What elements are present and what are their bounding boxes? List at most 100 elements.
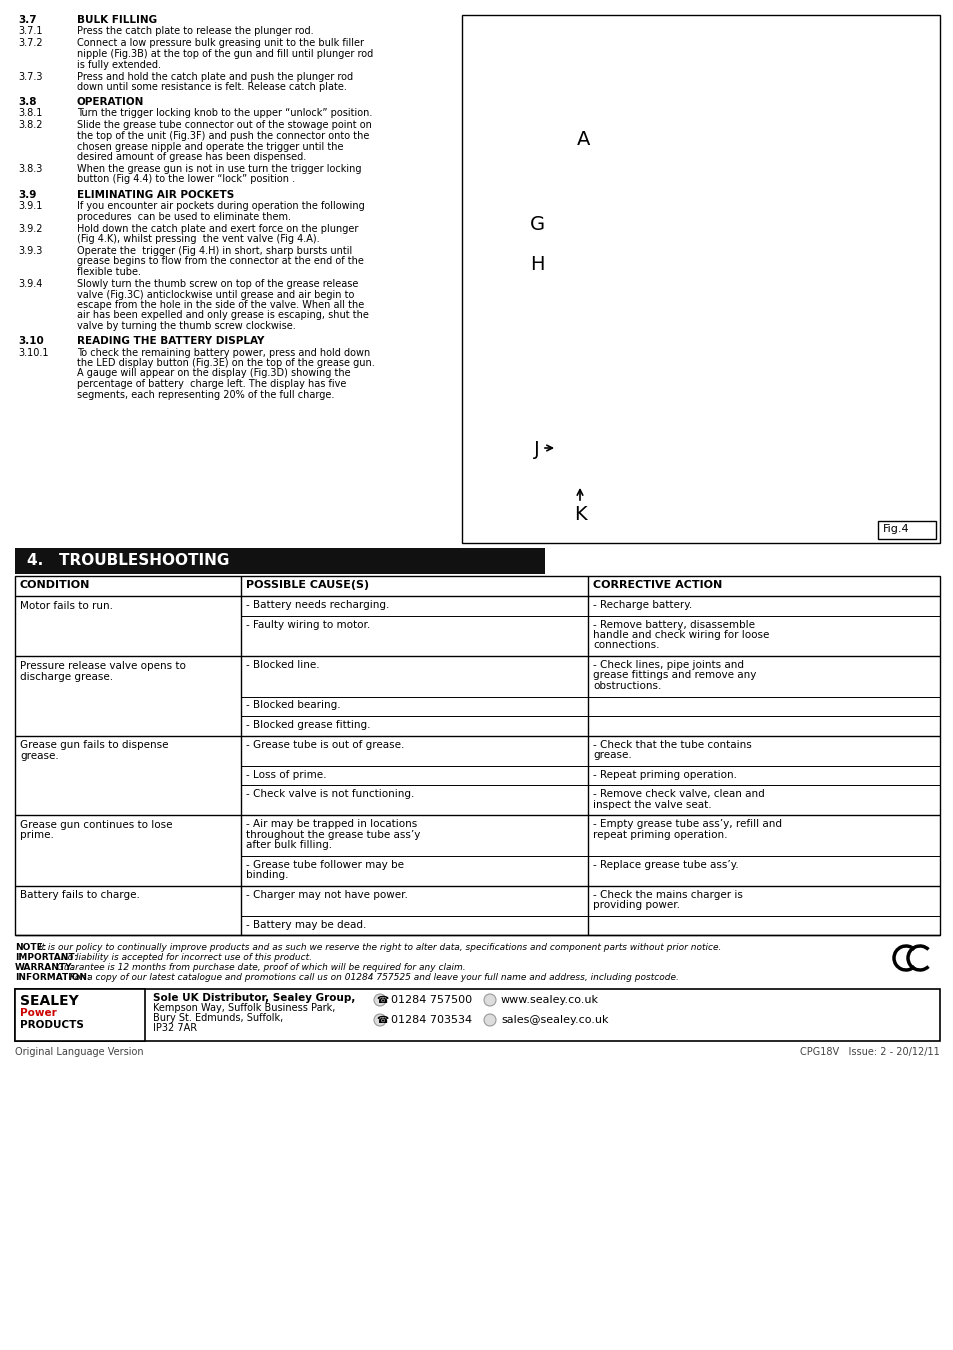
Text: Original Language Version: Original Language Version [15, 1048, 144, 1057]
Text: segments, each representing 20% of the full charge.: segments, each representing 20% of the f… [77, 390, 334, 400]
Bar [15, 548, 544, 574]
Text: - Recharge battery.: - Recharge battery. [593, 599, 692, 610]
Text: 3.10: 3.10 [18, 336, 44, 346]
Text: down until some resistance is felt. Release catch plate.: down until some resistance is felt. Rele… [77, 82, 347, 92]
Text: (Fig 4.K), whilst pressing  the vent valve (Fig 4.A).: (Fig 4.K), whilst pressing the vent valv… [77, 234, 319, 244]
Text: 3.9: 3.9 [18, 189, 36, 200]
Text: obstructions.: obstructions. [593, 680, 660, 691]
Text: sales@sealey.co.uk: sales@sealey.co.uk [500, 1015, 608, 1025]
Text: Hold down the catch plate and exert force on the plunger: Hold down the catch plate and exert forc… [77, 224, 358, 234]
Text: Slowly turn the thumb screw on top of the grease release: Slowly turn the thumb screw on top of th… [77, 279, 358, 289]
Text: 3.8.3: 3.8.3 [18, 163, 42, 174]
Text: 3.7.2: 3.7.2 [18, 39, 43, 49]
Text: PRODUCTS: PRODUCTS [20, 1021, 84, 1030]
Text: K: K [574, 505, 586, 524]
Text: - Check lines, pipe joints and: - Check lines, pipe joints and [593, 660, 743, 670]
Text: OPERATION: OPERATION [77, 97, 144, 107]
Text: Motor fails to run.: Motor fails to run. [20, 601, 112, 612]
Text: - Charger may not have power.: - Charger may not have power. [246, 890, 408, 899]
Text: is fully extended.: is fully extended. [77, 59, 161, 69]
Text: It is our policy to continually improve products and as such we reserve the righ: It is our policy to continually improve … [36, 944, 721, 952]
Text: binding.: binding. [246, 869, 288, 880]
Text: Connect a low pressure bulk greasing unit to the bulk filler: Connect a low pressure bulk greasing uni… [77, 39, 364, 49]
Text: prime.: prime. [20, 830, 53, 841]
Text: 3.7: 3.7 [18, 15, 36, 26]
Text: Grease gun continues to lose: Grease gun continues to lose [20, 819, 172, 830]
Text: CONDITION: CONDITION [20, 580, 91, 590]
Text: SEALEY: SEALEY [20, 994, 79, 1008]
Text: air has been expelled and only grease is escaping, shut the: air has been expelled and only grease is… [77, 310, 369, 320]
Text: 3.9.3: 3.9.3 [18, 246, 42, 256]
Bar [15, 990, 939, 1041]
Bar [461, 15, 939, 543]
Text: 01284 703534: 01284 703534 [391, 1015, 472, 1025]
Circle shape [483, 994, 496, 1006]
Text: - Grease tube is out of grease.: - Grease tube is out of grease. [246, 740, 404, 749]
Text: Grease gun fails to dispense: Grease gun fails to dispense [20, 741, 169, 751]
Text: repeat priming operation.: repeat priming operation. [593, 829, 727, 840]
Text: - Faulty wiring to motor.: - Faulty wiring to motor. [246, 620, 370, 629]
Text: - Blocked grease fitting.: - Blocked grease fitting. [246, 720, 370, 730]
Text: nipple (Fig.3B) at the top of the gun and fill until plunger rod: nipple (Fig.3B) at the top of the gun an… [77, 49, 373, 59]
Text: CPG18V   Issue: 2 - 20/12/11: CPG18V Issue: 2 - 20/12/11 [800, 1048, 939, 1057]
Text: handle and check wiring for loose: handle and check wiring for loose [593, 630, 768, 640]
Text: chosen grease nipple and operate the trigger until the: chosen grease nipple and operate the tri… [77, 142, 343, 151]
Text: - Check the mains charger is: - Check the mains charger is [593, 890, 742, 899]
Text: - Remove battery, disassemble: - Remove battery, disassemble [593, 620, 754, 629]
Text: Kempson Way, Suffolk Business Park,: Kempson Way, Suffolk Business Park, [152, 1003, 335, 1012]
Text: When the grease gun is not in use turn the trigger locking: When the grease gun is not in use turn t… [77, 163, 361, 174]
Text: Guarantee is 12 months from purchase date, proof of which will be required for a: Guarantee is 12 months from purchase dat… [53, 963, 465, 972]
Text: BULK FILLING: BULK FILLING [77, 15, 157, 26]
Text: desired amount of grease has been dispensed.: desired amount of grease has been dispen… [77, 153, 306, 162]
Text: A: A [577, 130, 590, 148]
Text: grease.: grease. [593, 751, 631, 760]
Text: G: G [530, 215, 544, 234]
Circle shape [374, 994, 386, 1006]
Text: - Battery may be dead.: - Battery may be dead. [246, 919, 366, 930]
Text: Turn the trigger locking knob to the upper “unlock” position.: Turn the trigger locking knob to the upp… [77, 108, 372, 119]
Text: 4.   TROUBLESHOOTING: 4. TROUBLESHOOTING [27, 554, 229, 568]
Text: ☎: ☎ [375, 995, 388, 1004]
Text: valve by turning the thumb screw clockwise.: valve by turning the thumb screw clockwi… [77, 321, 295, 331]
Text: 3.9.4: 3.9.4 [18, 279, 42, 289]
Text: procedures  can be used to eliminate them.: procedures can be used to eliminate them… [77, 212, 291, 221]
Text: - Replace grease tube ass’y.: - Replace grease tube ass’y. [593, 860, 738, 869]
Text: 3.8: 3.8 [18, 97, 36, 107]
Text: escape from the hole in the side of the valve. When all the: escape from the hole in the side of the … [77, 300, 364, 310]
Text: Press the catch plate to release the plunger rod.: Press the catch plate to release the plu… [77, 27, 314, 36]
Text: 3.8.2: 3.8.2 [18, 120, 43, 131]
Text: - Check that the tube contains: - Check that the tube contains [593, 740, 751, 749]
Text: POSSIBLE CAUSE(S): POSSIBLE CAUSE(S) [246, 580, 369, 590]
Text: percentage of battery  charge left. The display has five: percentage of battery charge left. The d… [77, 379, 346, 389]
Text: - Loss of prime.: - Loss of prime. [246, 769, 326, 779]
Text: H: H [530, 255, 544, 274]
Text: - Air may be trapped in locations: - Air may be trapped in locations [246, 819, 416, 829]
Bar [877, 521, 935, 539]
Text: 3.9.1: 3.9.1 [18, 201, 42, 211]
Text: - Blocked bearing.: - Blocked bearing. [246, 701, 340, 710]
Text: CORRECTIVE ACTION: CORRECTIVE ACTION [593, 580, 721, 590]
Text: www.sealey.co.uk: www.sealey.co.uk [500, 995, 598, 1004]
Text: Pressure release valve opens to: Pressure release valve opens to [20, 662, 186, 671]
Text: after bulk filling.: after bulk filling. [246, 840, 332, 850]
Bar [15, 576, 939, 936]
Text: J: J [534, 440, 539, 459]
Text: the top of the unit (Fig.3F) and push the connector onto the: the top of the unit (Fig.3F) and push th… [77, 131, 369, 140]
Text: - Grease tube follower may be: - Grease tube follower may be [246, 860, 403, 869]
Text: Sole UK Distributor, Sealey Group,: Sole UK Distributor, Sealey Group, [152, 994, 355, 1003]
Text: IMPORTANT:: IMPORTANT: [15, 953, 77, 963]
Text: grease.: grease. [20, 751, 59, 761]
Text: INFORMATION:: INFORMATION: [15, 973, 91, 981]
Text: 01284 757500: 01284 757500 [391, 995, 472, 1004]
Text: 3.8.1: 3.8.1 [18, 108, 42, 119]
Text: - Remove check valve, clean and: - Remove check valve, clean and [593, 788, 764, 799]
Text: NOTE:: NOTE: [15, 944, 47, 952]
Text: - Check valve is not functioning.: - Check valve is not functioning. [246, 788, 414, 799]
Text: flexible tube.: flexible tube. [77, 267, 141, 277]
Text: Press and hold the catch plate and push the plunger rod: Press and hold the catch plate and push … [77, 72, 353, 81]
Text: Power: Power [20, 1008, 56, 1018]
Text: Slide the grease tube connector out of the stowage point on: Slide the grease tube connector out of t… [77, 120, 372, 131]
Text: ☎: ☎ [375, 1015, 388, 1025]
Text: If you encounter air pockets during operation the following: If you encounter air pockets during oper… [77, 201, 364, 211]
Text: IP32 7AR: IP32 7AR [152, 1023, 197, 1033]
